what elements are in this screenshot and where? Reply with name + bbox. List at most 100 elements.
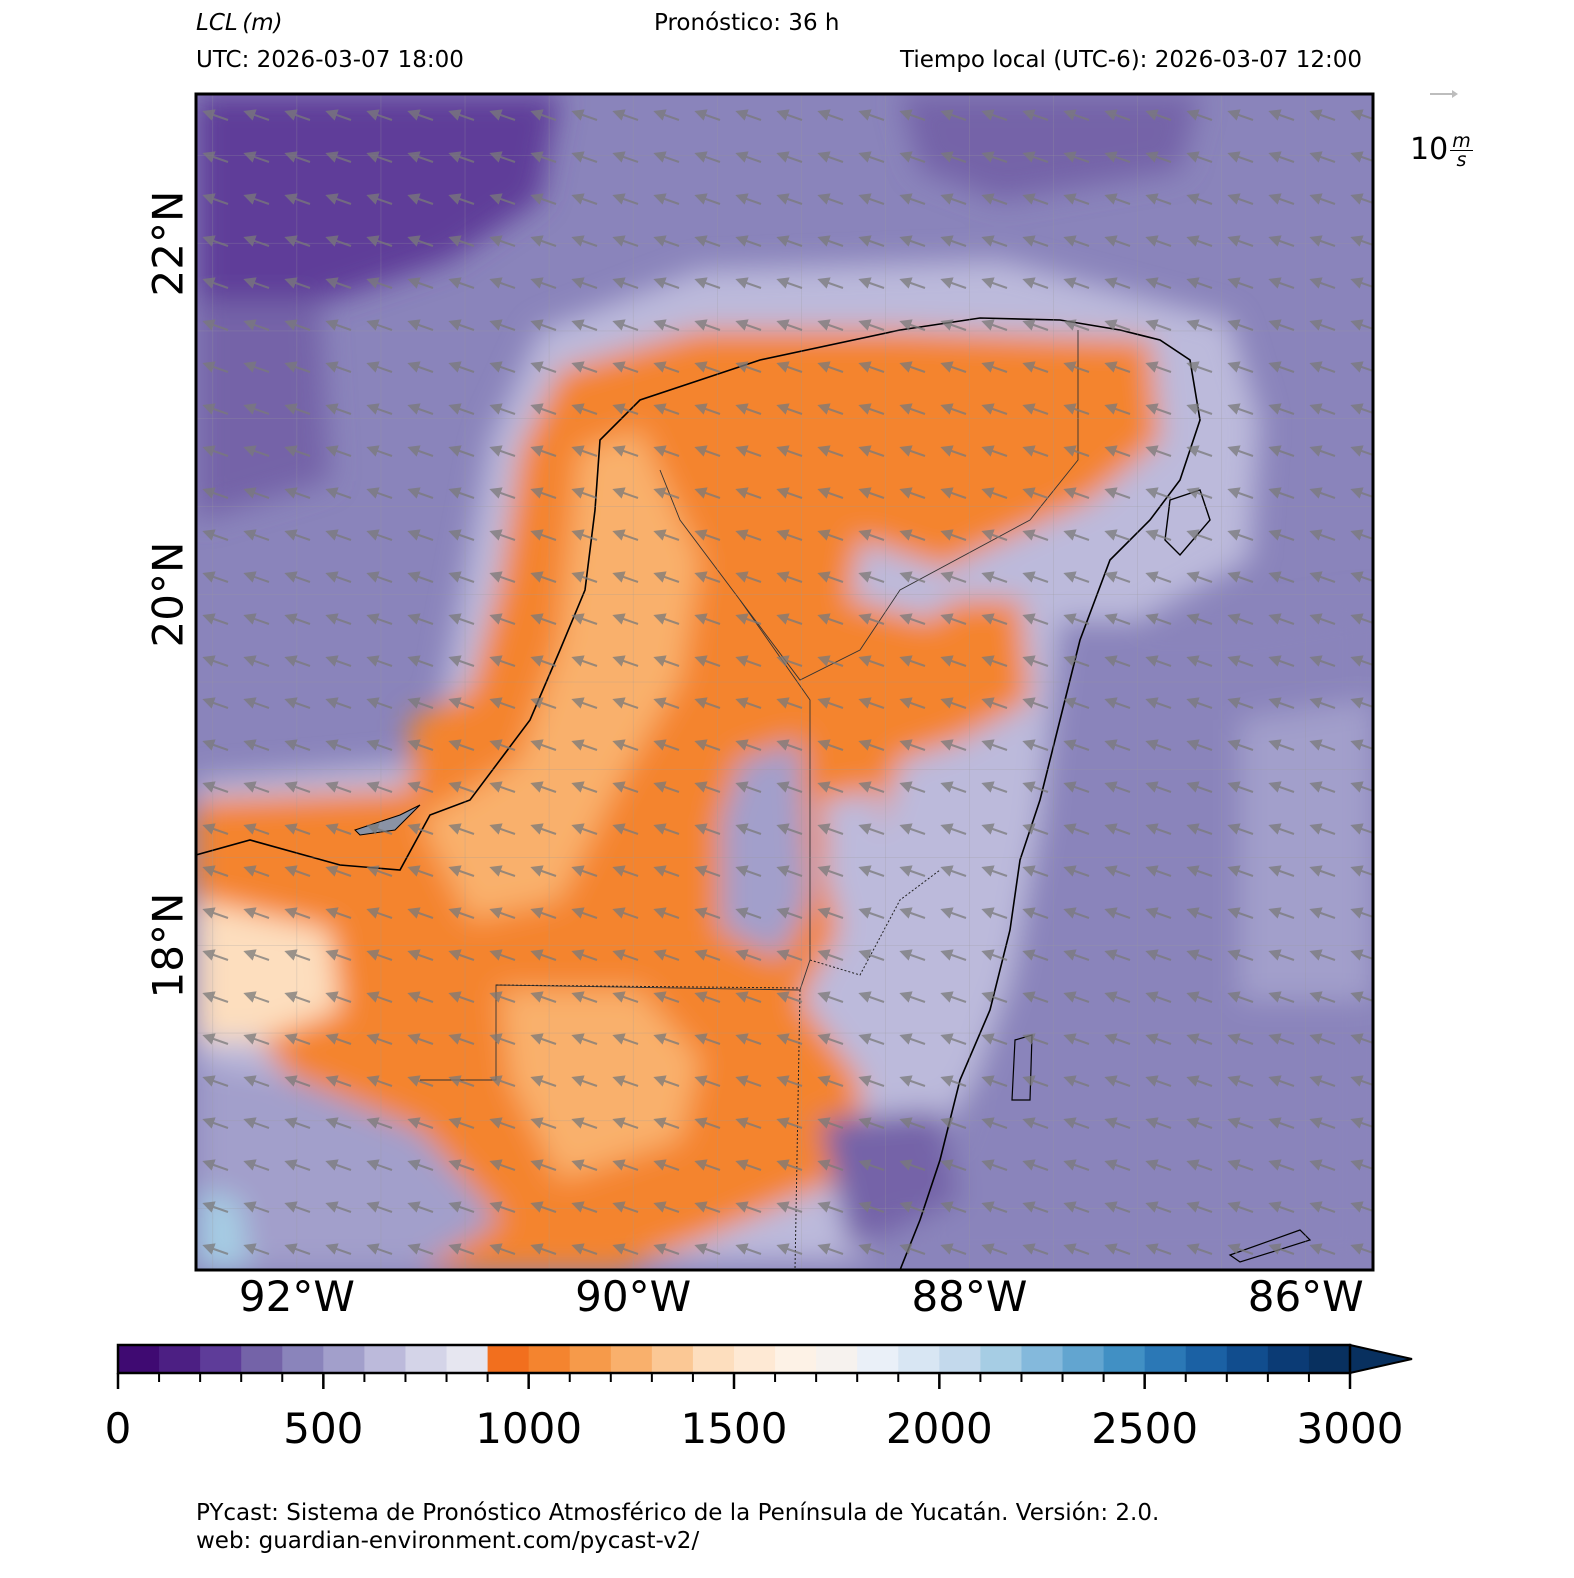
wind-arrow (571, 487, 598, 499)
wind-arrow (1309, 361, 1336, 373)
wind-arrow (653, 361, 680, 373)
wind-arrow (530, 487, 557, 499)
wind-arrow (1063, 865, 1090, 877)
wind-arrow (202, 109, 229, 121)
wind-arrow (653, 235, 680, 247)
wind-arrow (612, 1075, 639, 1087)
wind-arrow (899, 1033, 926, 1045)
field-low-w (196, 300, 330, 520)
wind-arrow (899, 1075, 926, 1087)
wind-arrow (284, 991, 311, 1003)
wind-arrow (489, 1033, 516, 1045)
wind-arrow (1022, 697, 1049, 709)
wind-arrow (448, 1201, 475, 1213)
wind-arrow (858, 865, 885, 877)
wind-arrow (284, 1243, 311, 1255)
wind-arrow (325, 571, 352, 583)
wind-arrow (571, 697, 598, 709)
wind-arrow (366, 991, 393, 1003)
wind-arrow (981, 739, 1008, 751)
wind-arrow (1104, 1201, 1131, 1213)
wind-arrow (735, 655, 762, 667)
wind-arrow (325, 991, 352, 1003)
wind-arrow (1186, 403, 1213, 415)
wind-arrow (1145, 949, 1172, 961)
lat-label: 20°N (143, 541, 193, 648)
wind-arrow (1063, 109, 1090, 121)
wind-arrow (1268, 319, 1295, 331)
colorbar-segment (241, 1345, 283, 1373)
wind-arrow (817, 1033, 844, 1045)
wind-arrow (981, 1159, 1008, 1171)
colorbar-segment (569, 1345, 612, 1373)
lon-label: 86°W (1247, 1272, 1364, 1321)
wind-arrow (858, 1033, 885, 1045)
wind-arrow (530, 109, 557, 121)
wind-arrow (284, 151, 311, 163)
wind-arrow (940, 991, 967, 1003)
border-mexico-guatemala (495, 984, 801, 989)
wind-arrow (325, 781, 352, 793)
wind-arrow (776, 193, 803, 205)
wind-arrow (1063, 697, 1090, 709)
wind-arrow (858, 403, 885, 415)
wind-arrow (1063, 655, 1090, 667)
wind-arrow (735, 907, 762, 919)
wind-arrow (366, 1117, 393, 1129)
wind-arrow (694, 529, 721, 541)
wind-arrow (940, 1075, 967, 1087)
wind-arrow (735, 361, 762, 373)
wind-arrow (1104, 571, 1131, 583)
wind-arrow (817, 277, 844, 289)
forecast-hour: Pronóstico: 36 h (654, 10, 840, 36)
wind-arrow (366, 1243, 393, 1255)
wind-arrow (981, 529, 1008, 541)
wind-arrow (571, 1159, 598, 1171)
wind-arrow (489, 235, 516, 247)
wind-arrow (817, 1159, 844, 1171)
wind-arrow (653, 277, 680, 289)
wind-arrow (325, 529, 352, 541)
wind-arrow (1227, 403, 1254, 415)
wind-arrow (202, 613, 229, 625)
wind-arrow (1309, 865, 1336, 877)
wind-arrow (858, 277, 885, 289)
state-border-yucatan (659, 330, 1079, 681)
wind-arrow (735, 613, 762, 625)
wind-arrow (366, 949, 393, 961)
wind-arrow (1227, 1117, 1254, 1129)
wind-arrow (1104, 193, 1131, 205)
wind-arrow (1186, 739, 1213, 751)
wind-arrow (776, 277, 803, 289)
wind-arrow (1227, 613, 1254, 625)
wind-arrow (776, 403, 803, 415)
wind-arrow (325, 949, 352, 961)
wind-arrow (571, 361, 598, 373)
wind-arrow (1309, 1075, 1336, 1087)
wind-arrow (571, 235, 598, 247)
wind-arrow (694, 823, 721, 835)
wind-arrow (571, 109, 598, 121)
wind-arrow (1063, 1243, 1090, 1255)
wind-arrow (571, 907, 598, 919)
colorbar-segment (857, 1345, 899, 1373)
colorbar-segment (775, 1345, 817, 1373)
wind-arrow (776, 781, 803, 793)
wind-arrow (530, 781, 557, 793)
wind-arrow (858, 571, 885, 583)
wind-arrow (243, 277, 270, 289)
wind-arrow (653, 991, 680, 1003)
wind-arrow (489, 151, 516, 163)
wind-arrow (1104, 1159, 1131, 1171)
wind-arrow (1309, 403, 1336, 415)
wind-arrow (1022, 445, 1049, 457)
wind-arrow (1309, 823, 1336, 835)
wind-arrow (1186, 487, 1213, 499)
wind-arrow (202, 1243, 229, 1255)
wind-arrow (858, 109, 885, 121)
wind-arrow (899, 235, 926, 247)
wind-arrow (448, 781, 475, 793)
wind-arrow (1145, 1201, 1172, 1213)
wind-arrow (448, 1117, 475, 1129)
